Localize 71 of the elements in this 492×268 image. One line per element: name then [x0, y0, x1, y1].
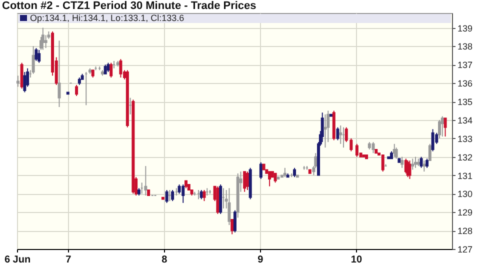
candlestick [182, 184, 185, 204]
candlestick [339, 124, 342, 144]
y-tick-label: 130 [458, 189, 473, 200]
candlestick [372, 142, 375, 154]
candlestick [178, 184, 181, 194]
candlestick [426, 158, 429, 168]
candlestick [414, 156, 418, 168]
candlestick [230, 219, 234, 235]
candlestick [246, 171, 249, 190]
candlestick [202, 190, 206, 202]
candlestick [104, 64, 107, 74]
candlestick [422, 160, 426, 172]
candlestick [110, 62, 113, 78]
x-tick-label: 6 Jun [4, 254, 31, 266]
y-tick-label: 129 [458, 208, 473, 218]
candlestick [44, 34, 48, 49]
y-tick-label: 131 [458, 170, 473, 181]
candlestick [408, 160, 412, 180]
chart-title: Cotton #2 - CTZ1 Period 30 Minute - Trade Prices [2, 0, 256, 12]
candlestick [216, 186, 220, 214]
candlestick [355, 143, 358, 158]
y-tick-label: 135 [458, 97, 473, 107]
candlestick [440, 116, 444, 138]
x-tick-label: 9 [258, 254, 264, 266]
candlestick [34, 48, 38, 62]
candlestick [268, 171, 272, 187]
candlestick [444, 118, 447, 138]
candlestick [38, 49, 41, 64]
candlestick [75, 84, 78, 96]
candlestick [438, 119, 442, 139]
candlestick [119, 58, 122, 78]
candlestick [23, 72, 26, 93]
candlestick [243, 171, 246, 192]
candlestick [171, 190, 174, 202]
y-tick-label: 137 [458, 60, 473, 70]
candlestick [259, 162, 262, 180]
candlestick [420, 156, 423, 168]
x-tick-label: 8 [162, 254, 168, 266]
candlestick [283, 167, 286, 178]
candlestick [431, 128, 434, 152]
candlestick [32, 46, 35, 74]
candlestick [233, 210, 236, 233]
y-tick-label: 136 [458, 78, 473, 89]
candlestick [106, 62, 110, 72]
y-tick-label: 134 [458, 115, 473, 126]
candlestick [58, 40, 61, 108]
candlestick [165, 190, 168, 204]
candlestick [20, 62, 24, 90]
x-tick-label: 7 [66, 254, 72, 266]
candlestick [144, 166, 148, 196]
candlestick [274, 172, 277, 184]
candlestick [411, 158, 414, 170]
y-tick-label: 132 [458, 152, 473, 162]
x-tick-label: 10 [350, 254, 362, 266]
y-tick-label: 128 [458, 226, 473, 236]
y-tick-label: 138 [458, 42, 473, 52]
candlestick [336, 126, 340, 141]
candlestick [228, 188, 231, 226]
candlestick [428, 143, 432, 161]
legend-label: Op:134.1, Hi:134.1, Lo:133.1, Cl:133.6 [30, 13, 184, 23]
candlestick [400, 156, 404, 168]
candlestick [41, 27, 44, 50]
y-tick-label: 133 [458, 134, 473, 144]
candlestick [324, 114, 327, 148]
candlestick [200, 190, 203, 200]
candlestick [320, 112, 324, 143]
y-tick-label: 127 [458, 244, 473, 254]
y-tick-label: 139 [458, 23, 473, 34]
candlestick [394, 147, 398, 160]
candlestick [381, 154, 384, 172]
candlestick [293, 167, 296, 178]
